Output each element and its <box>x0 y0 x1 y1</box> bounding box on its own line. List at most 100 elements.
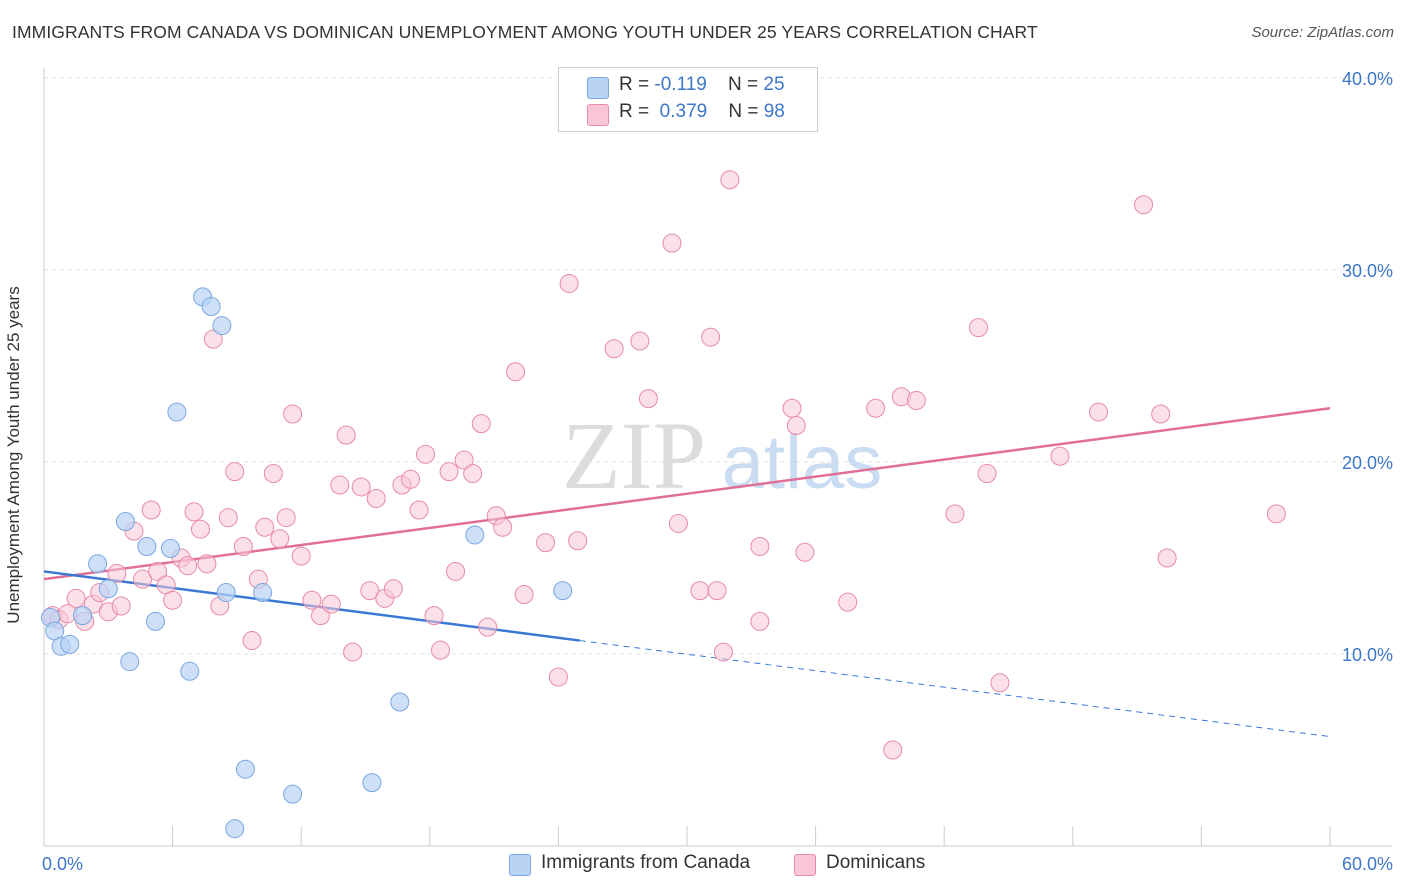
watermark-zip: ZIP <box>562 402 706 509</box>
dominicans-point <box>197 554 217 574</box>
dominicans-point <box>713 642 733 662</box>
canada-point <box>160 538 180 558</box>
y-tick-label: 20.0% <box>1342 453 1393 473</box>
dominicans-n-value: 98 <box>763 101 785 122</box>
canada-point <box>98 579 118 599</box>
dominicans-point <box>707 581 727 601</box>
dominicans-point <box>514 584 534 604</box>
dominicans-point <box>416 444 436 464</box>
dominicans-point <box>630 331 650 351</box>
dominicans-point <box>782 398 802 418</box>
dominicans-point <box>750 611 770 631</box>
dominicans-point <box>795 542 815 562</box>
canada-point <box>88 554 108 574</box>
canada-point <box>553 581 573 601</box>
dominicans-point <box>604 339 624 359</box>
canada-point <box>212 316 232 336</box>
y-tick-label: 40.0% <box>1342 69 1393 89</box>
dominicans-point <box>107 563 127 583</box>
bottom-dominicans-swatch <box>794 854 816 876</box>
dominicans-points <box>43 170 1286 760</box>
dominicans-point <box>977 464 997 484</box>
dominicans-point <box>968 318 988 338</box>
dominicans-point <box>1134 195 1154 215</box>
dominicans-point <box>493 517 513 537</box>
dominicans-point <box>163 590 183 610</box>
canada-trend-extension <box>579 640 1331 738</box>
canada-point <box>201 296 221 316</box>
dominicans-r-label: R = <box>619 101 650 122</box>
dominicans-point <box>276 508 296 528</box>
source-label: Source: ZipAtlas.com <box>1251 24 1394 41</box>
dominicans-point <box>446 561 466 581</box>
y-tick-label: 30.0% <box>1342 261 1393 281</box>
dominicans-point <box>471 414 491 434</box>
dominicans-point <box>838 592 858 612</box>
chart-title: IMMIGRANTS FROM CANADA VS DOMINICAN UNEM… <box>12 22 1038 42</box>
dominicans-point <box>478 617 498 637</box>
dominicans-point <box>141 500 161 520</box>
dominicans-point <box>336 425 356 445</box>
canada-point <box>253 583 273 603</box>
canada-point <box>73 606 93 626</box>
watermark-atlas: atlas <box>722 420 883 505</box>
dominicans-point <box>291 546 311 566</box>
canada-point <box>145 611 165 631</box>
dominicans-point <box>559 273 579 293</box>
dominicans-point <box>750 536 770 556</box>
canada-point <box>167 402 187 422</box>
dominicans-point <box>439 462 459 482</box>
dominicans-point <box>1151 404 1171 424</box>
dominicans-point <box>360 581 380 601</box>
dominicans-point <box>568 531 588 551</box>
dominicans-point <box>283 404 303 424</box>
dominicans-point <box>1266 504 1286 524</box>
dominicans-point <box>302 590 322 610</box>
bottom-canada-swatch <box>509 854 531 876</box>
dominicans-point <box>638 389 658 409</box>
dominicans-r-value: 0.379 <box>659 101 708 122</box>
dominicans-point <box>225 462 245 482</box>
dominicans-point <box>66 588 86 608</box>
dominicans-point <box>203 329 223 349</box>
dominicans-point <box>463 464 483 484</box>
dominicans-point <box>786 416 806 436</box>
dominicans-point <box>454 450 474 470</box>
canada-r-value: -0.119 <box>654 74 707 95</box>
dominicans-point <box>945 504 965 524</box>
dominicans-point <box>668 513 688 533</box>
dominicans-point <box>270 529 290 549</box>
dominicans-point <box>184 502 204 522</box>
dominicans-point <box>330 475 350 495</box>
x-tick-label: 0.0% <box>42 854 83 874</box>
canada-point <box>235 759 255 779</box>
dominicans-swatch <box>587 104 609 126</box>
dominicans-point <box>536 533 556 553</box>
dominicans-point <box>218 508 238 528</box>
canada-point <box>283 784 303 804</box>
watermark: ZIP atlas <box>562 402 882 509</box>
dominicans-point <box>178 556 198 576</box>
tick-labels: 10.0% 20.0% 30.0% 40.0% 0.0% 60.0% <box>42 69 1393 874</box>
dominicans-point <box>343 642 363 662</box>
dominicans-point <box>255 517 275 537</box>
canada-swatch <box>587 77 609 99</box>
dominicans-point <box>351 477 371 497</box>
dominicans-point <box>506 362 526 382</box>
dominicans-point <box>321 594 341 614</box>
axes <box>43 68 1392 847</box>
bottom-canada-label: Immigrants from Canada <box>541 852 751 873</box>
canada-point <box>390 692 410 712</box>
dominicans-point <box>1157 548 1177 568</box>
canada-r-label: R = <box>619 74 650 95</box>
canada-point <box>216 583 236 603</box>
dominicans-point <box>190 519 210 539</box>
dominicans-n-label: N = <box>728 101 759 122</box>
dominicans-point <box>366 488 386 508</box>
dominicans-point <box>1050 446 1070 466</box>
dominicans-point <box>906 391 926 411</box>
dominicans-point <box>990 673 1010 693</box>
dominicans-point <box>233 536 253 556</box>
x-tick-label: 60.0% <box>1342 854 1393 874</box>
